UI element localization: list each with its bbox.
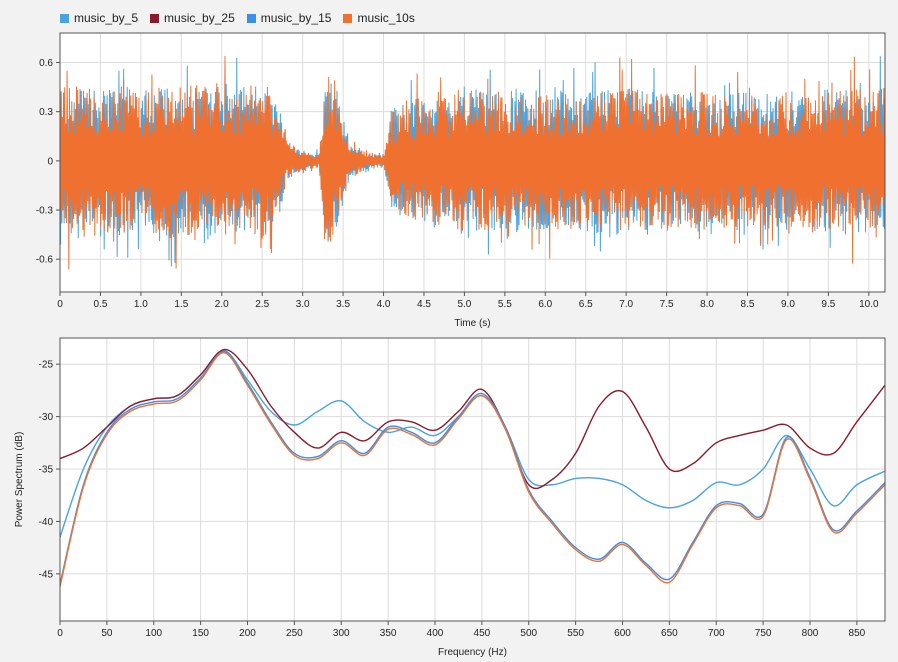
x-tick-label: 4.5 [417, 299, 431, 310]
x-tick-label: 200 [239, 628, 256, 639]
plot-area [60, 338, 885, 621]
x-tick-label: 1.0 [134, 299, 148, 310]
plot-frame [59, 337, 886, 622]
y-tick-label: -25 [39, 360, 54, 371]
x-tick-label: 450 [474, 628, 491, 639]
legend-item-music-by-25[interactable]: music_by_25 [150, 11, 235, 25]
x-tick-label: 7.5 [660, 299, 674, 310]
x-tick-label: 750 [755, 628, 772, 639]
x-tick-label: 9.0 [781, 299, 795, 310]
x-axis-title: Time (s) [454, 318, 490, 329]
y-tick-label: -45 [39, 569, 54, 580]
y-tick-label: 0.6 [39, 58, 53, 69]
legend-label: music_by_5 [74, 11, 139, 25]
legend-swatch-icon [150, 13, 160, 23]
y-tick-label: -30 [39, 412, 54, 423]
x-tick-label: 2.0 [215, 299, 229, 310]
x-tick-label: 0 [57, 628, 63, 639]
x-tick-label: 8.0 [700, 299, 714, 310]
y-tick-label: 0.3 [39, 107, 53, 118]
x-tick-label: 2.5 [255, 299, 269, 310]
legend-swatch-icon [343, 13, 353, 23]
legend-swatch-icon [60, 13, 69, 23]
x-tick-label: 0 [57, 299, 63, 310]
spectrum-series-music-10s [59, 351, 886, 587]
legend: music_by_5 music_by_25 music_by_15 music… [60, 11, 427, 25]
spectrum-series-music-by-15 [59, 350, 886, 585]
x-tick-label: 700 [708, 628, 725, 639]
x-tick-label: 1.5 [174, 299, 188, 310]
x-tick-label: 500 [520, 628, 537, 639]
legend-item-music-by-5[interactable]: music_by_5 [60, 11, 138, 25]
y-tick-label: 0 [47, 156, 53, 167]
x-tick-label: 350 [380, 628, 397, 639]
x-tick-label: 400 [427, 628, 444, 639]
x-tick-label: 9.5 [821, 299, 835, 310]
wave-panel: 0 0.5 1.0 1.5 2.0 2.5 3.0 3.5 4.0 4.5 5.0 5.5 6.0 6.5… [36, 32, 886, 329]
x-tick-label: 0.5 [93, 299, 107, 310]
x-tick-label: 250 [286, 628, 303, 639]
x-tick-label: 5.5 [498, 299, 512, 310]
x-tick-label: 8.5 [741, 299, 755, 310]
x-tick-label: 100 [145, 628, 162, 639]
x-tick-label: 6.5 [579, 299, 593, 310]
x-tick-label: 7.0 [619, 299, 633, 310]
legend-label: music_by_25 [164, 11, 235, 25]
x-tick-label: 800 [802, 628, 819, 639]
x-tick-label: 6.0 [538, 299, 552, 310]
y-tick-label: -0.3 [36, 206, 54, 217]
y-tick-label: -40 [39, 517, 54, 528]
x-tick-label: 50 [101, 628, 113, 639]
x-tick-label: 3.0 [296, 299, 310, 310]
y-tick-label: -35 [39, 465, 54, 476]
x-tick-label: 300 [333, 628, 350, 639]
x-tick-label: 150 [192, 628, 209, 639]
x-tick-label: 4.0 [377, 299, 391, 310]
x-tick-label: 3.5 [336, 299, 350, 310]
spectrum-series-music-by-25 [59, 348, 886, 490]
x-tick-label: 650 [661, 628, 678, 639]
legend-item-music-by-15[interactable]: music_by_15 [246, 11, 332, 25]
x-axis-title: Frequency (Hz) [438, 647, 507, 658]
legend-label: music_10s [357, 11, 415, 25]
legend-swatch-icon [246, 13, 256, 23]
x-tick-label: 850 [849, 628, 866, 639]
plot-frame [59, 32, 886, 293]
y-tick-label: -0.6 [36, 255, 54, 266]
waveform-series-music-10s [59, 56, 886, 270]
x-tick-label: 550 [567, 628, 584, 639]
x-tick-label: 10.0 [859, 299, 879, 310]
y-axis-title: Power Spectrum (dB) [14, 432, 25, 528]
x-tick-label: 5.0 [457, 299, 471, 310]
x-tick-label: 600 [614, 628, 631, 639]
spec-panel: 0 50 100 150 200 250 300 350 400 450 500 550 600 650 7… [14, 337, 886, 658]
legend-item-music-10s[interactable]: music_10s [343, 11, 415, 25]
legend-label: music_by_15 [260, 11, 332, 25]
